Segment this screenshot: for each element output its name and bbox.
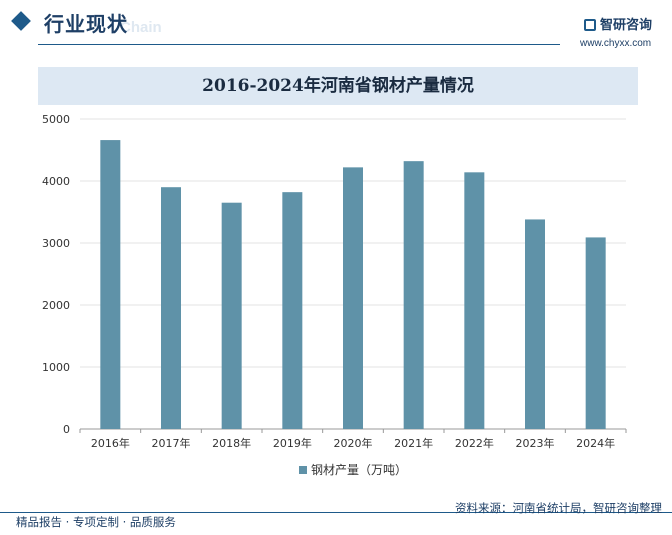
bar	[161, 187, 181, 429]
x-tick-label: 2024年	[576, 436, 615, 450]
bar	[221, 202, 242, 429]
brand-logo: 智研咨询	[584, 14, 652, 33]
bar	[282, 192, 303, 429]
y-tick-label: 5000	[42, 113, 70, 126]
footer-tagline: 精品报告 · 专项定制 · 品质服务	[16, 515, 176, 529]
y-tick-label: 1000	[42, 361, 70, 374]
y-tick-label: 4000	[42, 175, 70, 188]
section-title: 行业现状	[44, 12, 128, 36]
brand-url: www.chyxx.com	[580, 38, 652, 49]
chart-title-band	[38, 67, 638, 105]
y-tick-label: 3000	[42, 237, 70, 250]
brand-icon	[584, 19, 596, 31]
bar	[525, 219, 545, 429]
y-tick-label: 2000	[42, 299, 70, 312]
legend-swatch	[298, 466, 307, 474]
bar	[464, 172, 485, 429]
x-tick-label: 2023年	[516, 436, 555, 450]
bar	[100, 140, 121, 429]
bar	[403, 161, 424, 429]
x-tick-label: 2020年	[334, 436, 373, 450]
x-tick-label: 2022年	[455, 436, 494, 450]
source-note: 资料来源：河南省统计局，智研咨询整理	[455, 501, 662, 515]
y-tick-label: 0	[63, 423, 70, 436]
footer-divider	[0, 512, 672, 513]
header-divider	[38, 44, 560, 45]
legend-label: 钢材产量（万吨）	[311, 463, 407, 477]
x-tick-label: 2021年	[394, 436, 433, 450]
x-tick-label: 2019年	[273, 436, 312, 450]
section-header: Chain 行业现状 智研咨询 www.chyxx.com	[0, 0, 672, 49]
x-tick-label: 2016年	[91, 436, 130, 450]
bar	[585, 237, 606, 429]
chart-title: 2016-2024年河南省钢材产量情况	[202, 76, 474, 96]
x-tick-label: 2017年	[152, 436, 191, 450]
bar	[343, 167, 363, 430]
section-subtitle: Chain	[120, 19, 162, 36]
brand-name: 智研咨询	[600, 18, 653, 33]
bar-chart: 0 1000 2000 3000 4000 5000 2016年 2017年 2018年 2019…	[42, 113, 627, 477]
x-tick-label: 2018年	[212, 436, 251, 450]
